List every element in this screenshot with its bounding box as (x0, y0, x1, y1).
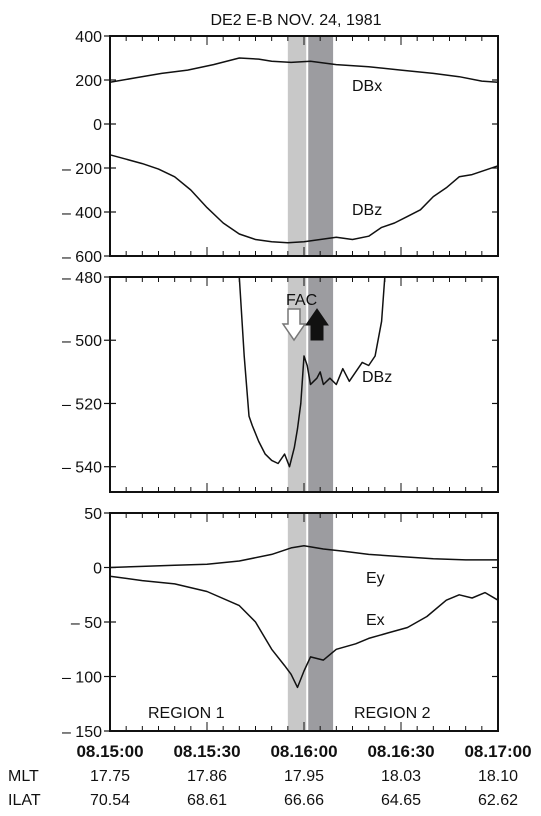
series-line-ey (109, 544, 498, 569)
x-tick-label: 08.17:00 (464, 742, 531, 761)
ephemeris-value: 17.75 (90, 768, 130, 785)
x-tick-labels: 08.15:00 08.15:30 08.16:00 08.16:30 08.17:00 (76, 742, 531, 761)
panel-frame (109, 35, 499, 257)
ephemeris-label-ilat: ILAT (8, 792, 41, 809)
region-1-label: REGION 1 (148, 705, 225, 722)
ephemeris-table: MLT 17.75 17.86 17.95 18.03 18.10 ILAT 70.54 68.… (8, 768, 518, 809)
y-tick-label: 50 (84, 506, 102, 523)
y-tick-label: – 400 (62, 205, 102, 222)
panel-frame (109, 276, 499, 493)
shaded-band-2-panel-3 (307, 513, 334, 731)
series-line-dbz (238, 276, 386, 468)
panel-frame (109, 512, 499, 732)
fac-label: FAC (286, 292, 317, 309)
y-tick-label: 400 (75, 29, 102, 46)
y-tick-label: 0 (93, 561, 102, 578)
ephemeris-value: 62.62 (478, 792, 518, 809)
down-arrow-icon (281, 308, 307, 342)
series-label-dbz-zoom: DBz (362, 369, 392, 386)
panel-3: 50 0 – 50 – 100 – 150 (62, 506, 499, 741)
shaded-band-2-panel-1 (307, 36, 334, 256)
fac-arrows (281, 308, 329, 342)
ephemeris-value: 68.61 (187, 792, 227, 809)
up-arrow-icon (305, 308, 329, 341)
ephemeris-value: 18.03 (381, 768, 421, 785)
y-tick-label: – 200 (62, 161, 102, 178)
y-tick-label: – 540 (62, 460, 102, 477)
y-tick-label: – 480 (62, 270, 102, 287)
y-tick-label: 200 (75, 73, 102, 90)
chart-title: DE2 E-B NOV. 24, 1981 (210, 12, 381, 29)
ephemeris-value: 17.86 (187, 768, 227, 785)
ephemeris-value: 18.10 (478, 768, 518, 785)
ephemeris-value: 17.95 (284, 768, 324, 785)
x-tick-label: 08.15:30 (173, 742, 240, 761)
y-tick-label: – 600 (62, 249, 102, 266)
ephemeris-label-mlt: MLT (8, 768, 39, 785)
series-label-ey: Ey (366, 570, 385, 587)
y-tick-label: – 50 (71, 615, 102, 632)
y-tick-label: – 500 (62, 333, 102, 350)
panel-labels: DBx DBz FAC DBz Ey Ex REGION 1 REGION 2 (148, 78, 431, 722)
x-tick-label: 08.15:00 (76, 742, 143, 761)
series-label-dbx: DBx (352, 78, 382, 95)
series-line-ex (109, 575, 499, 689)
y-tick-label: – 150 (62, 724, 102, 741)
x-tick-label: 08.16:00 (270, 742, 337, 761)
series-label-ex: Ex (366, 612, 385, 629)
y-tick-label: – 520 (62, 396, 102, 413)
panel-2: – 480 – 500 – 520 – 540 (62, 270, 499, 493)
ephemeris-value: 64.65 (381, 792, 421, 809)
ephemeris-value: 66.66 (284, 792, 324, 809)
ephemeris-value: 70.54 (90, 792, 130, 809)
y-tick-label: 0 (93, 117, 102, 134)
series-line-dbx (109, 57, 499, 83)
series-label-dbz: DBz (352, 202, 382, 219)
y-tick-label: – 100 (62, 670, 102, 687)
region-2-label: REGION 2 (354, 705, 431, 722)
x-tick-label: 08.16:30 (367, 742, 434, 761)
shaded-band-1-panel-1 (287, 36, 308, 256)
series-line-dbz (109, 154, 499, 244)
panel-1: 400 200 0 – 200 – 400 – 600 (62, 29, 499, 266)
